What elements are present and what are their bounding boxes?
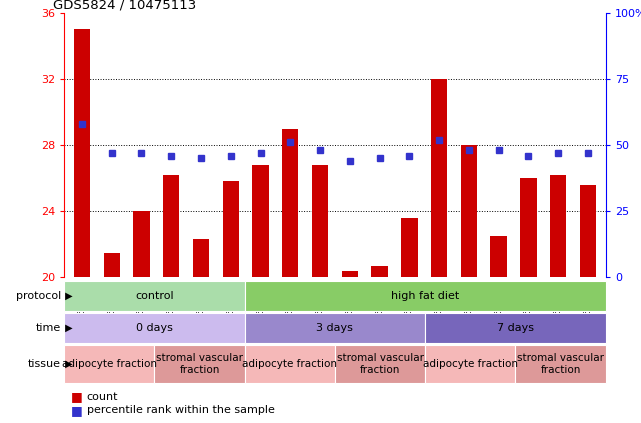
- Bar: [401, 218, 417, 277]
- Text: stromal vascular
fraction: stromal vascular fraction: [156, 353, 243, 375]
- Bar: [461, 145, 477, 277]
- Text: percentile rank within the sample: percentile rank within the sample: [87, 405, 274, 415]
- Bar: [371, 266, 388, 277]
- Text: 0 days: 0 days: [136, 323, 173, 333]
- Text: count: count: [87, 392, 118, 402]
- Bar: [490, 236, 507, 277]
- Text: ▶: ▶: [62, 291, 73, 301]
- Bar: [133, 212, 149, 277]
- Text: adipocyte fraction: adipocyte fraction: [423, 359, 518, 369]
- Text: GDS5824 / 10475113: GDS5824 / 10475113: [53, 0, 197, 11]
- Text: 7 days: 7 days: [497, 323, 534, 333]
- Text: ▶: ▶: [62, 323, 73, 333]
- Bar: [579, 185, 596, 277]
- Bar: [342, 271, 358, 277]
- Text: adipocyte fraction: adipocyte fraction: [62, 359, 157, 369]
- Bar: [193, 239, 209, 277]
- Bar: [74, 29, 90, 277]
- Bar: [550, 175, 566, 277]
- Bar: [163, 175, 179, 277]
- Bar: [222, 181, 239, 277]
- Text: stromal vascular
fraction: stromal vascular fraction: [517, 353, 604, 375]
- Text: control: control: [135, 291, 174, 301]
- Text: ■: ■: [71, 404, 82, 417]
- Text: high fat diet: high fat diet: [391, 291, 460, 301]
- Bar: [312, 165, 328, 277]
- Text: protocol: protocol: [15, 291, 61, 301]
- Text: adipocyte fraction: adipocyte fraction: [242, 359, 337, 369]
- Bar: [282, 129, 299, 277]
- Text: tissue: tissue: [28, 359, 61, 369]
- Bar: [104, 253, 120, 277]
- Text: ■: ■: [71, 390, 82, 403]
- Text: time: time: [36, 323, 61, 333]
- Bar: [253, 165, 269, 277]
- Bar: [431, 79, 447, 277]
- Bar: [520, 178, 537, 277]
- Text: stromal vascular
fraction: stromal vascular fraction: [337, 353, 424, 375]
- Text: ▶: ▶: [62, 359, 73, 369]
- Text: 3 days: 3 days: [317, 323, 353, 333]
